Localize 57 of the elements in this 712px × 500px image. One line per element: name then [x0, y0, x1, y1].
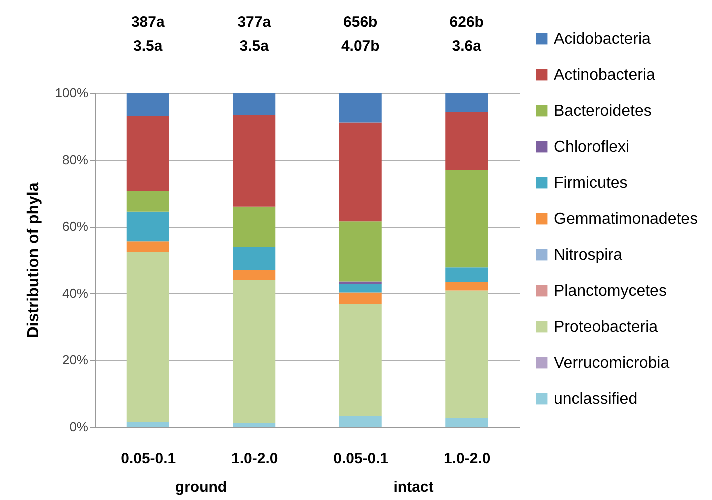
legend-label: Bacteroidetes — [554, 103, 652, 120]
y-tick-label: 20% — [62, 352, 89, 368]
legend-label: Verrucomicrobia — [554, 355, 670, 372]
text: ground — [175, 479, 228, 496]
legend-label: Nitrospira — [554, 247, 623, 264]
text: 377a 3.5a — [238, 14, 272, 55]
legend-label: Chloroflexi — [554, 139, 630, 156]
legend-label: Proteobacteria — [554, 319, 658, 336]
x-tick-label: 0.05-0.1 — [334, 450, 389, 468]
y-tick-label: 60% — [62, 219, 89, 234]
bar — [446, 290, 488, 418]
bar — [233, 280, 276, 423]
y-tick-label: 0% — [70, 420, 89, 434]
legend-label: Gemmatimonadetes — [554, 211, 698, 228]
bar — [126, 116, 170, 192]
bar — [233, 206, 276, 248]
text: 626b 3.6a — [450, 14, 484, 55]
y-tick-label: 80% — [62, 152, 89, 168]
bar — [339, 284, 382, 293]
bar — [446, 268, 488, 282]
legend-label: Planctomycetes — [554, 283, 667, 300]
bar — [126, 93, 170, 116]
y-tick-label: 100% — [55, 86, 89, 100]
bar — [339, 292, 382, 304]
y-tick-label: 40% — [62, 286, 89, 301]
bar — [126, 422, 170, 427]
bar — [446, 170, 488, 268]
x-tick-label: 1.0-2.0 — [444, 450, 491, 468]
bar — [126, 252, 170, 422]
bar — [446, 282, 488, 291]
bar — [339, 304, 382, 416]
bar — [233, 422, 276, 427]
text: 387a 3.5a — [131, 14, 166, 55]
bar — [233, 270, 276, 280]
bar — [126, 212, 170, 242]
bar — [233, 93, 276, 116]
bar — [339, 282, 382, 284]
bar — [233, 115, 276, 207]
bar — [446, 112, 488, 170]
bar — [339, 416, 382, 427]
legend-label: Firmicutes — [554, 175, 628, 192]
text: 656b 4.07b — [341, 14, 380, 55]
bar — [446, 418, 488, 427]
bar — [126, 242, 170, 252]
x-tick-label: 0.05-0.1 — [121, 450, 176, 468]
legend-label: Actinobacteria — [554, 67, 656, 84]
bar — [339, 122, 382, 222]
bar — [233, 247, 276, 270]
bar — [339, 222, 382, 282]
bar — [446, 93, 488, 112]
x-tick-label: 1.0-2.0 — [232, 450, 278, 468]
bar — [126, 192, 170, 212]
text: intact — [394, 479, 434, 496]
y-axis-title: Distribution of phyla — [25, 182, 42, 338]
bar — [339, 93, 382, 123]
legend-label: Acidobacteria — [554, 31, 652, 48]
legend-label: unclassified — [554, 391, 638, 408]
